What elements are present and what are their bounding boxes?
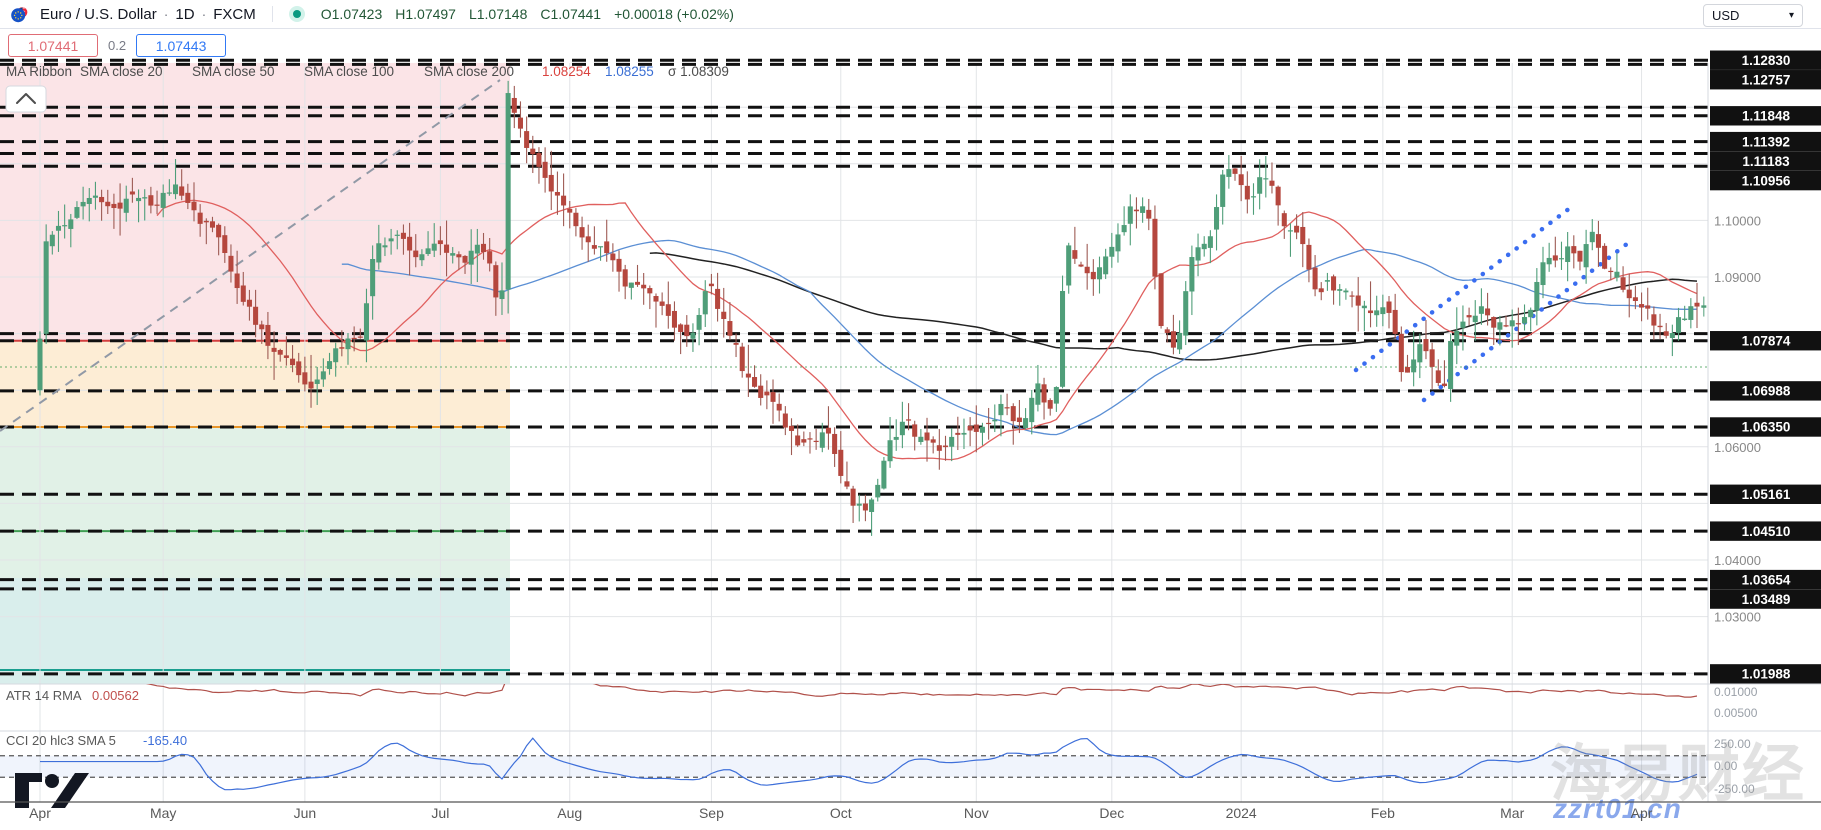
svg-text:0.00562: 0.00562 — [92, 688, 139, 703]
svg-text:1.06000: 1.06000 — [1714, 440, 1761, 455]
svg-text:Apr: Apr — [1631, 805, 1653, 821]
svg-text:1.10000: 1.10000 — [1714, 213, 1761, 228]
svg-text:1.08254: 1.08254 — [542, 64, 591, 79]
svg-text:SMA close 20: SMA close 20 — [80, 64, 163, 79]
svg-text:0.01000: 0.01000 — [1714, 685, 1758, 699]
svg-text:σ 1.08309: σ 1.08309 — [668, 64, 729, 79]
svg-text:Oct: Oct — [830, 805, 852, 821]
svg-text:SMA close 200: SMA close 200 — [424, 64, 514, 79]
svg-text:CCI 20 hlc3 SMA 5: CCI 20 hlc3 SMA 5 — [6, 733, 116, 748]
svg-text:0.00500: 0.00500 — [1714, 706, 1758, 720]
svg-text:1.06988: 1.06988 — [1742, 384, 1791, 399]
svg-text:1.01988: 1.01988 — [1742, 667, 1791, 682]
svg-text:zzrt01.cn: zzrt01.cn — [1552, 793, 1682, 824]
svg-text:1.03654: 1.03654 — [1742, 572, 1791, 587]
svg-text:1.04510: 1.04510 — [1742, 524, 1791, 539]
svg-text:1.05161: 1.05161 — [1742, 487, 1791, 502]
svg-text:Jun: Jun — [294, 805, 317, 821]
svg-text:1.03489: 1.03489 — [1742, 592, 1791, 607]
svg-text:1.11848: 1.11848 — [1742, 109, 1791, 124]
svg-text:2024: 2024 — [1226, 805, 1257, 821]
svg-text:SMA close 50: SMA close 50 — [192, 64, 275, 79]
svg-text:Nov: Nov — [964, 805, 989, 821]
svg-text:Jul: Jul — [431, 805, 449, 821]
svg-text:Apr: Apr — [29, 805, 51, 821]
svg-text:ATR 14 RMA: ATR 14 RMA — [6, 688, 82, 703]
svg-text:1.08255: 1.08255 — [605, 64, 654, 79]
svg-text:1.06350: 1.06350 — [1742, 420, 1791, 435]
svg-text:1.09000: 1.09000 — [1714, 270, 1761, 285]
svg-text:Mar: Mar — [1500, 805, 1524, 821]
svg-text:SMA close 100: SMA close 100 — [304, 64, 394, 79]
svg-text:1.03000: 1.03000 — [1714, 610, 1761, 625]
svg-text:May: May — [150, 805, 176, 821]
svg-text:1.12830: 1.12830 — [1742, 53, 1791, 68]
svg-text:1.11392: 1.11392 — [1742, 134, 1790, 149]
svg-text:1.11183: 1.11183 — [1742, 154, 1790, 169]
svg-text:MA Ribbon: MA Ribbon — [6, 64, 72, 79]
svg-text:Dec: Dec — [1099, 805, 1124, 821]
svg-text:Feb: Feb — [1371, 805, 1395, 821]
svg-text:Sep: Sep — [699, 805, 724, 821]
svg-text:1.12757: 1.12757 — [1742, 72, 1791, 87]
svg-text:1.10956: 1.10956 — [1742, 173, 1791, 188]
svg-text:-165.40: -165.40 — [143, 733, 187, 748]
svg-text:1.04000: 1.04000 — [1714, 553, 1761, 568]
svg-text:Aug: Aug — [557, 805, 582, 821]
svg-text:1.07874: 1.07874 — [1742, 333, 1791, 348]
